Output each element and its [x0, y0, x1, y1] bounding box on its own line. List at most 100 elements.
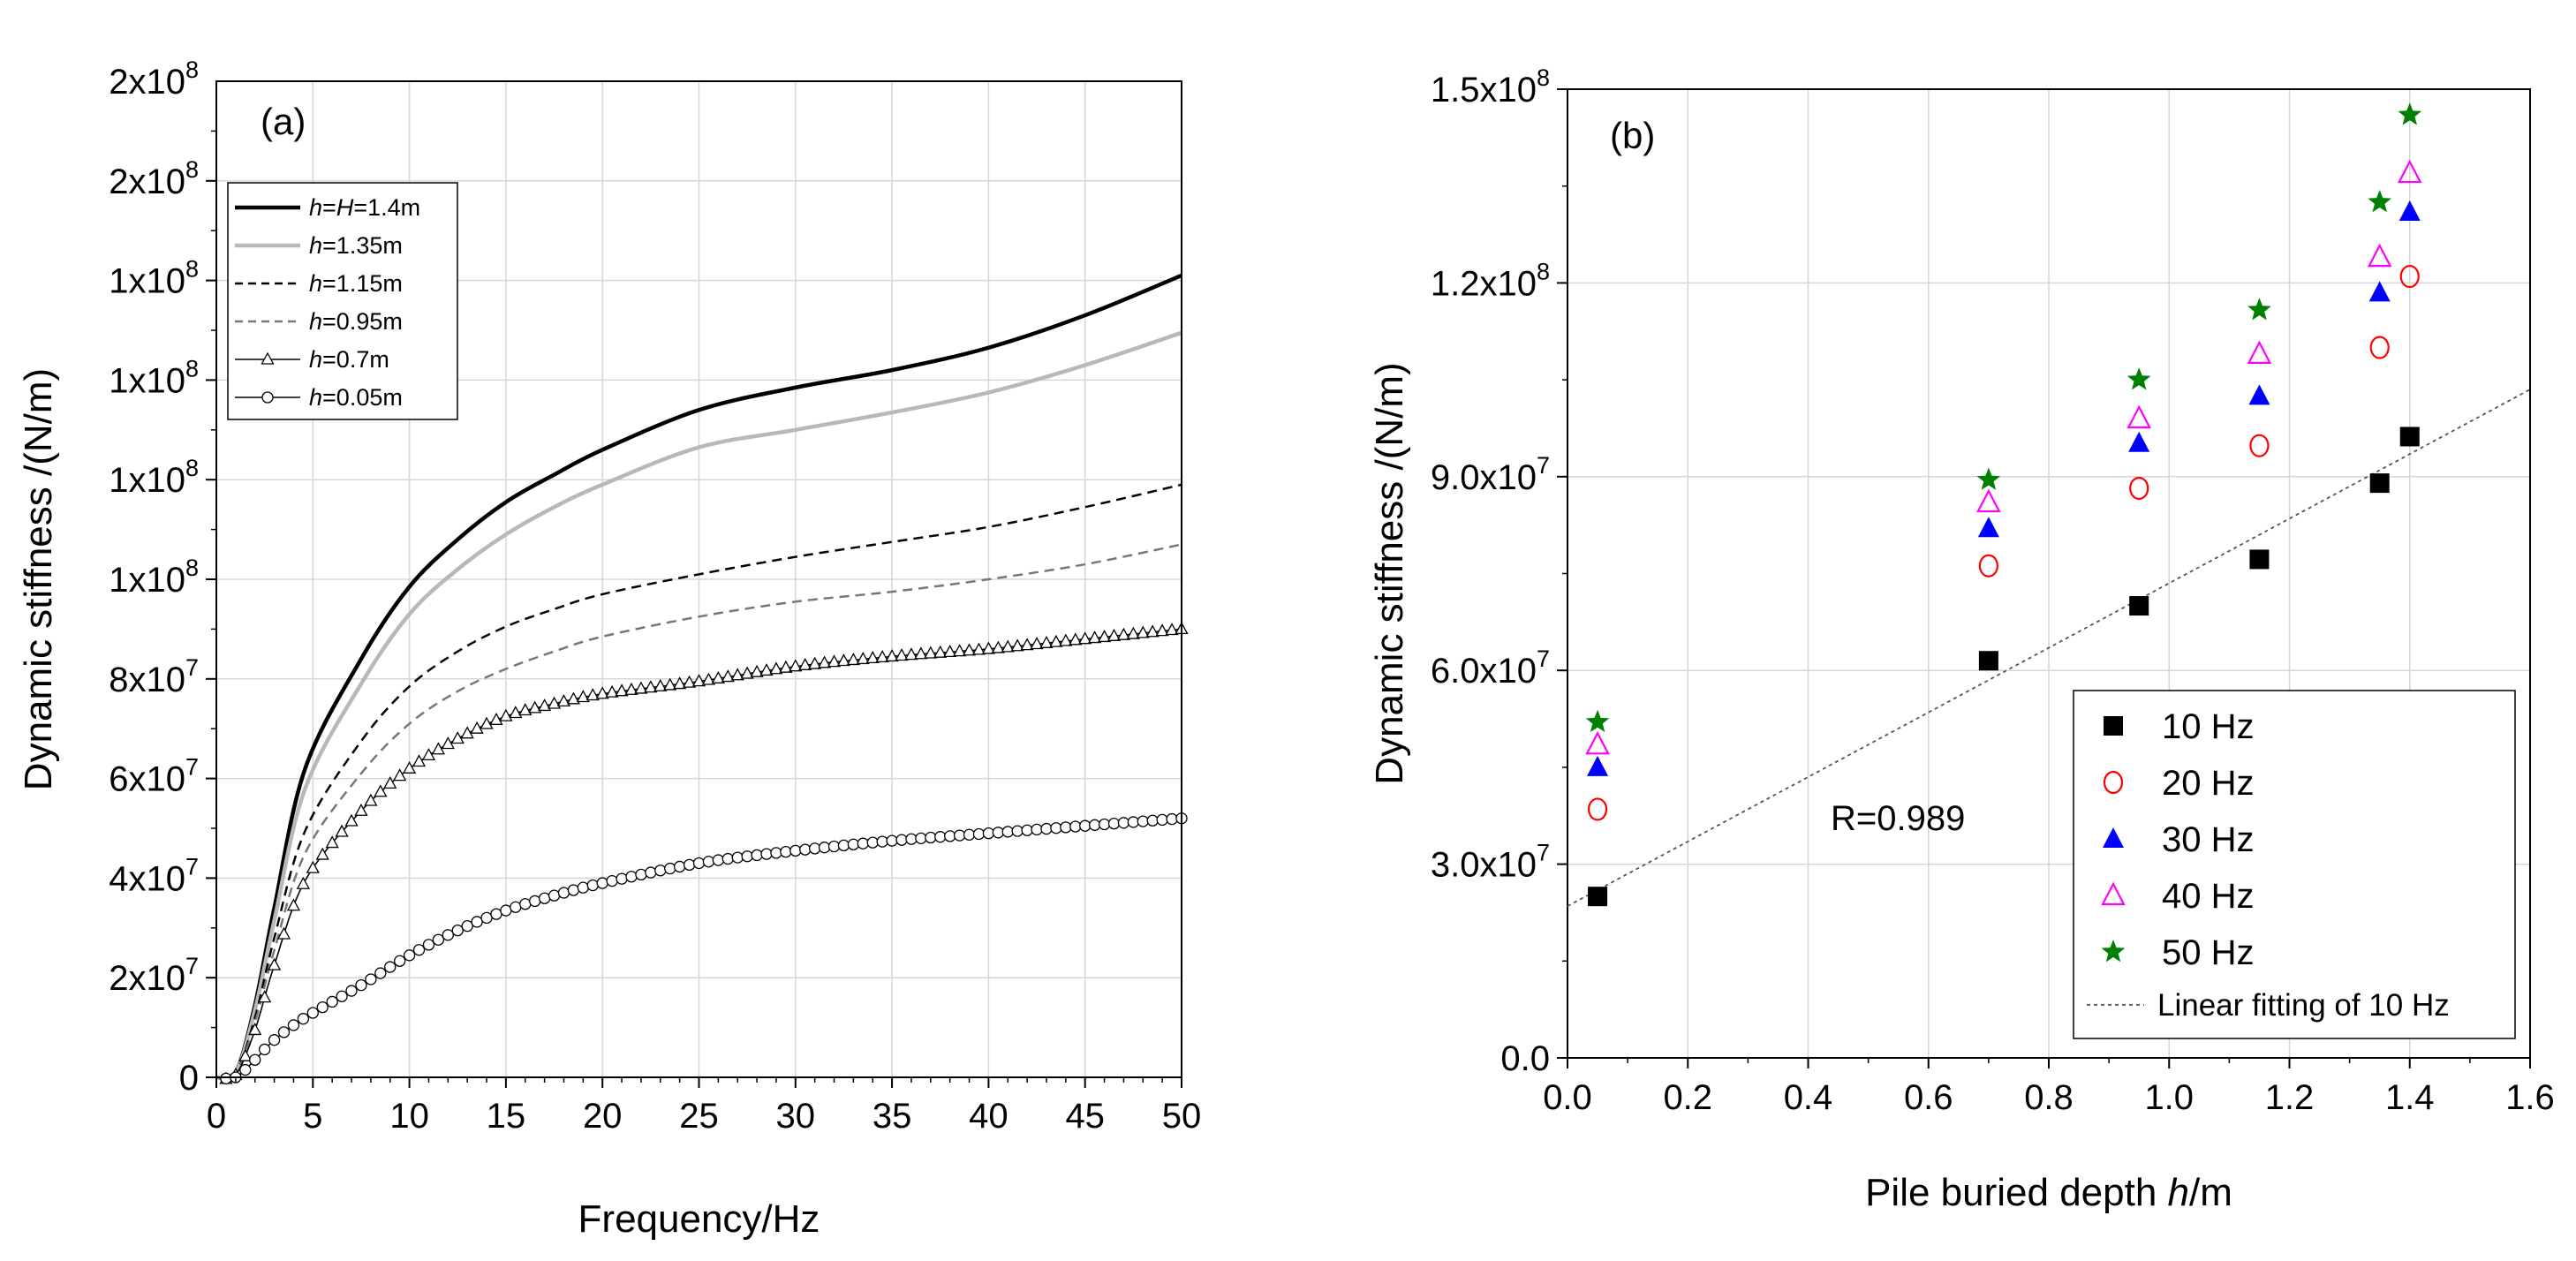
series-line-3	[215, 483, 1182, 1081]
series-5-marker	[836, 653, 851, 667]
panel-a-y-axis-title: Dynamic stiffness /(N/m)	[17, 368, 60, 790]
x-tick-label: 0.8	[2024, 1078, 2074, 1117]
series-5-marker	[827, 654, 842, 668]
series-6-marker	[451, 924, 464, 937]
series-5-marker	[1097, 630, 1112, 643]
series-6-marker	[557, 887, 570, 899]
series-6-marker	[721, 852, 734, 865]
series-6-marker	[384, 961, 397, 973]
series-6-marker	[827, 840, 841, 853]
series-5-marker	[1059, 633, 1073, 646]
series-6-marker	[277, 1026, 291, 1038]
y-tick-label: 2x107	[109, 953, 199, 998]
series-5-marker	[682, 675, 697, 688]
series-5-marker	[286, 898, 301, 911]
data-point-10hz	[2129, 596, 2149, 616]
panel-a-x-axis-title: Frequency/Hz	[578, 1197, 820, 1241]
legend-label: 40 Hz	[2162, 877, 2255, 916]
series-5-marker	[441, 736, 455, 750]
panel-b-label: (b)	[1610, 115, 1655, 156]
series-6-marker	[934, 831, 947, 843]
series-5-marker	[518, 703, 533, 716]
series-5-marker	[817, 655, 832, 668]
series-5-marker	[450, 731, 465, 744]
series-6-marker	[306, 1007, 319, 1019]
x-tick-label: 1.0	[2144, 1078, 2194, 1117]
series-6-marker	[586, 879, 599, 892]
series-6-marker	[837, 839, 850, 852]
data-point-40hz	[2397, 159, 2422, 184]
legend-marker	[2103, 770, 2124, 795]
x-tick-label: 15	[487, 1097, 526, 1136]
series-6-marker	[422, 939, 435, 951]
panel-b-x-title-prefix: Pile buried depth	[1865, 1171, 2167, 1214]
series-6-marker	[751, 849, 763, 862]
series-5-marker	[1155, 623, 1169, 637]
series-5-marker	[1020, 638, 1034, 651]
data-point-40hz	[1585, 730, 1610, 755]
panel-b-points	[1585, 102, 2422, 907]
series-5-marker	[412, 754, 427, 767]
series-6-marker	[731, 851, 744, 864]
series-6-marker	[1001, 826, 1014, 838]
series-6-marker	[963, 828, 976, 841]
x-tick-label: 0.6	[1904, 1078, 1953, 1117]
series-5-marker	[1116, 627, 1131, 640]
series-6-marker	[268, 1034, 281, 1046]
y-tick-label: 0	[179, 1059, 199, 1098]
series-6-marker	[1117, 817, 1130, 829]
series-6-marker	[1088, 819, 1101, 831]
data-point-20hz	[1587, 797, 1608, 821]
series-6-marker	[905, 833, 918, 845]
series-6-marker	[972, 827, 986, 841]
legend-marker	[261, 351, 275, 365]
y-tick-label: 1x108	[109, 256, 199, 301]
series-6-marker	[635, 868, 647, 881]
y-tick-label: 0.0	[1500, 1039, 1550, 1078]
series-6-marker	[529, 895, 541, 908]
series-6-marker	[606, 874, 618, 887]
x-tick-label: 35	[873, 1097, 912, 1136]
series-5-marker	[933, 645, 948, 658]
panel-b-y-axis-title: Dynamic stiffness /(N/m)	[1368, 362, 1411, 784]
series-5-marker	[808, 656, 822, 669]
legend-marker	[2104, 716, 2123, 736]
series-5-marker	[267, 957, 282, 970]
series-6-marker	[789, 844, 802, 857]
series-6-marker	[876, 835, 888, 848]
series-5-marker	[566, 691, 581, 705]
series-5-marker	[624, 682, 638, 695]
series-5-marker	[769, 661, 783, 675]
x-tick-label: 0.0	[1543, 1078, 1592, 1117]
panel-a-label: (a)	[261, 101, 306, 142]
x-tick-label: 1.4	[2385, 1078, 2435, 1117]
panel-b-r-annotation: R=0.989	[1831, 799, 1965, 838]
series-5-marker	[248, 1023, 262, 1036]
series-6-marker	[915, 832, 927, 845]
series-5-marker	[421, 747, 436, 761]
data-point-10hz	[1588, 887, 1608, 907]
data-point-30hz	[1587, 755, 1609, 776]
series-6-marker	[480, 911, 493, 925]
series-5-marker	[556, 694, 571, 707]
series-5-marker	[721, 669, 735, 683]
legend-label: h=0.05m	[309, 384, 403, 411]
series-6-marker	[944, 830, 956, 842]
legend-box	[2073, 690, 2516, 1039]
data-point-20hz	[2399, 264, 2420, 289]
data-point-50hz	[1976, 467, 2001, 490]
data-point-20hz	[2369, 336, 2390, 359]
x-tick-label: 45	[1065, 1097, 1105, 1136]
panel-b-x-title-suffix: /m	[2189, 1171, 2232, 1214]
series-6-marker	[818, 842, 831, 854]
series-6-marker	[432, 933, 445, 946]
series-5-marker	[943, 645, 957, 658]
series-5-marker	[856, 652, 870, 665]
series-5-marker	[393, 768, 407, 782]
series-6-marker	[692, 857, 706, 870]
series-5-marker	[1069, 632, 1083, 646]
series-6-marker	[1166, 812, 1178, 826]
panel-a-legend: h=H=1.4m h=1.35m h=1.15m h=0.95m h=0.7m h=0.0…	[227, 182, 458, 420]
data-point-10hz	[1978, 651, 1998, 671]
series-6-marker	[982, 827, 995, 840]
